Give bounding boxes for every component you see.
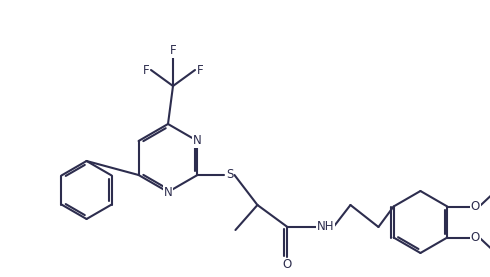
Text: N: N bbox=[164, 186, 172, 199]
Text: F: F bbox=[143, 63, 149, 76]
Text: O: O bbox=[471, 231, 480, 244]
Text: S: S bbox=[226, 168, 233, 181]
Text: N: N bbox=[193, 135, 202, 147]
Text: O: O bbox=[471, 200, 480, 213]
Text: F: F bbox=[170, 45, 176, 58]
Text: F: F bbox=[196, 63, 203, 76]
Text: O: O bbox=[283, 258, 292, 271]
Text: NH: NH bbox=[317, 220, 334, 234]
